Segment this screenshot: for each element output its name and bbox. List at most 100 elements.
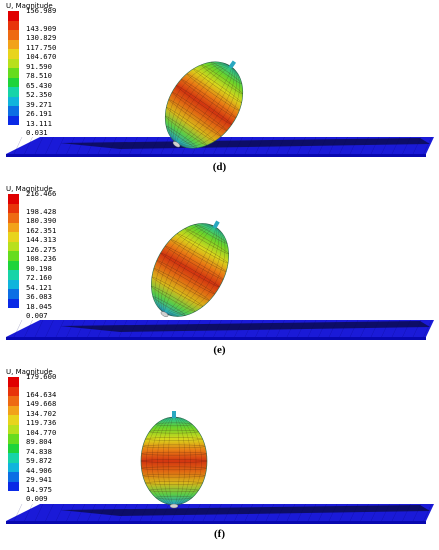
legend-swatch [8, 213, 19, 223]
mesh-ring [194, 224, 228, 244]
mesh-ring [193, 68, 242, 103]
legend-swatch [8, 260, 19, 270]
legend-value: 134.702 [26, 408, 57, 418]
plate-mesh-line [286, 503, 296, 522]
plate-mesh-line [349, 136, 359, 155]
legend-value: 36.083 [26, 292, 52, 301]
plate-mesh-line [192, 319, 201, 338]
plate-mesh-line [255, 136, 264, 155]
plate-mesh-line [402, 503, 411, 522]
color-legend: U, Magnitude 216.466 198.428 180.390 162.351… [4, 185, 76, 320]
legend-row: 29.941 [4, 472, 76, 484]
plate-mesh-line [276, 319, 285, 338]
contact-patch [160, 311, 169, 318]
plate-mesh-line [339, 136, 348, 155]
legend-row: 149.668 [4, 396, 76, 408]
legend-value: 90.198 [26, 263, 52, 273]
plate-mesh-line [360, 136, 369, 155]
mesh-ring [151, 285, 196, 312]
legend-value: 149.668 [26, 399, 57, 408]
balloon-model [164, 60, 244, 149]
mesh-ring [175, 85, 233, 125]
legend-swatch [8, 203, 19, 213]
mesh-ring [155, 495, 193, 500]
plate-mesh-line [423, 319, 432, 338]
legend-row: 44.906 [4, 462, 76, 475]
plate-mesh-line [192, 503, 201, 522]
legend-row: 179.600 [4, 373, 76, 387]
mesh-ring [153, 268, 210, 301]
legend-value: 104.770 [26, 427, 57, 437]
plate-mesh-line [255, 319, 264, 338]
plate-mesh-line [108, 136, 117, 155]
legend-swatch [8, 194, 19, 204]
legend-row: 0.009 [4, 491, 76, 503]
legend-value: 72.160 [26, 273, 52, 282]
plate-mesh-line [255, 503, 264, 522]
plate-mesh-line [87, 319, 96, 338]
plate-mesh-line [76, 136, 86, 155]
legend-row: 65.430 [4, 77, 76, 89]
legend-swatch [8, 377, 19, 387]
legend-row: 18.045 [4, 298, 76, 310]
plate-mesh-line [381, 503, 390, 522]
mesh-ring [210, 61, 243, 84]
plate-mesh-line [265, 503, 275, 522]
legend-row: 126.275 [4, 241, 76, 253]
legend-row: 36.083 [4, 289, 76, 301]
legend-swatch [8, 106, 19, 116]
legend-swatch [8, 386, 19, 396]
plate-mesh-line [97, 136, 107, 155]
mesh-ring [160, 252, 220, 288]
plate-mesh-line [223, 319, 233, 338]
plate-mesh-line [307, 319, 317, 338]
plate-mesh-line [402, 136, 411, 155]
legend-row: 108.236 [4, 251, 76, 263]
mesh-ring [141, 451, 207, 456]
legend-value: 117.750 [26, 42, 57, 52]
valve-stem [212, 220, 220, 229]
legend-value: 26.191 [26, 109, 52, 118]
plate-mesh-line [391, 503, 401, 522]
legend-swatch [8, 415, 19, 425]
plate-mesh-line [349, 503, 359, 522]
mesh-ring [151, 276, 204, 307]
plate-mesh-line [339, 503, 348, 522]
legend-swatch [8, 222, 19, 232]
plate-mesh-line [34, 136, 44, 155]
legend-row: 162.351 [4, 222, 76, 235]
legend-value: 162.351 [26, 225, 57, 235]
mesh-ring [156, 260, 216, 295]
legend-swatch [8, 68, 19, 78]
contact-patch [172, 141, 181, 148]
legend-value: 44.906 [26, 465, 52, 475]
mesh-ring [184, 228, 229, 255]
plate-mesh-line [297, 503, 306, 522]
legend-swatch [8, 443, 19, 453]
mesh-ring [186, 73, 240, 111]
plate-mesh-line [412, 136, 422, 155]
plate-mesh-line [118, 503, 128, 522]
plate-mesh-line [76, 319, 86, 338]
plate-mesh-line [276, 503, 285, 522]
plate-mesh-line [244, 136, 254, 155]
legend-value: 0.009 [26, 494, 48, 503]
legend-row: 216.466 [4, 190, 76, 204]
legend-swatch [8, 481, 19, 491]
plate-mesh-line [160, 136, 170, 155]
plate-mesh-line [87, 503, 96, 522]
plate-mesh-line [318, 319, 327, 338]
legend-row: 74.838 [4, 443, 76, 455]
plate-mesh-line [150, 503, 159, 522]
plate-mesh-line [129, 503, 138, 522]
legend-value: 130.829 [26, 33, 57, 42]
plate-mesh-line [318, 136, 327, 155]
legend-swatch [8, 87, 19, 97]
plate-mesh-line [55, 319, 65, 338]
plate-mesh-line [244, 503, 254, 522]
plate-mesh-line [297, 319, 306, 338]
plate-mesh-line [360, 503, 369, 522]
plate-mesh-line [45, 319, 54, 338]
plate-mesh-line [34, 503, 44, 522]
plate-mesh-line [391, 319, 401, 338]
